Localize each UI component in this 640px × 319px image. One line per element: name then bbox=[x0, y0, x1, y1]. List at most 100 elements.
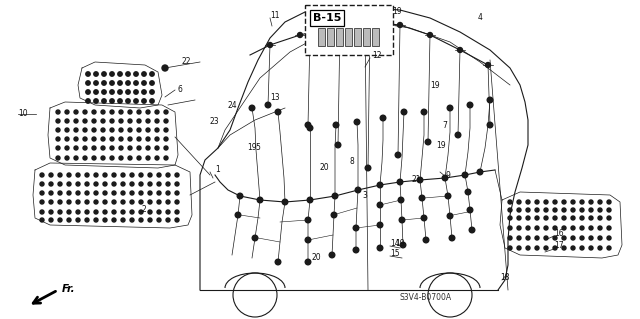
Circle shape bbox=[332, 193, 338, 199]
Circle shape bbox=[85, 210, 89, 214]
Circle shape bbox=[119, 110, 123, 114]
Circle shape bbox=[67, 218, 71, 222]
Text: 19: 19 bbox=[247, 144, 257, 152]
Circle shape bbox=[110, 99, 114, 103]
Circle shape bbox=[146, 137, 150, 141]
Circle shape bbox=[74, 156, 78, 160]
Circle shape bbox=[517, 246, 521, 250]
Circle shape bbox=[150, 72, 154, 76]
Text: S3V4-B0700A: S3V4-B0700A bbox=[400, 293, 452, 302]
Circle shape bbox=[65, 110, 69, 114]
Circle shape bbox=[419, 195, 425, 201]
Circle shape bbox=[85, 173, 89, 177]
Text: 21: 21 bbox=[412, 175, 422, 184]
Circle shape bbox=[467, 207, 473, 213]
Circle shape bbox=[92, 128, 96, 132]
Bar bbox=[354, 28, 361, 46]
Circle shape bbox=[589, 236, 593, 240]
Circle shape bbox=[49, 191, 53, 195]
Circle shape bbox=[175, 191, 179, 195]
Circle shape bbox=[305, 237, 311, 243]
Circle shape bbox=[155, 146, 159, 150]
Circle shape bbox=[86, 72, 90, 76]
Circle shape bbox=[119, 128, 123, 132]
Circle shape bbox=[164, 119, 168, 123]
Circle shape bbox=[112, 210, 116, 214]
Text: 22: 22 bbox=[182, 57, 191, 66]
Circle shape bbox=[598, 236, 602, 240]
Circle shape bbox=[130, 210, 134, 214]
Circle shape bbox=[67, 210, 71, 214]
Circle shape bbox=[94, 72, 98, 76]
Circle shape bbox=[139, 173, 143, 177]
Circle shape bbox=[137, 146, 141, 150]
Circle shape bbox=[535, 200, 539, 204]
Circle shape bbox=[94, 210, 98, 214]
Circle shape bbox=[400, 242, 406, 248]
Text: 16: 16 bbox=[554, 228, 564, 238]
Circle shape bbox=[526, 226, 530, 230]
Circle shape bbox=[83, 146, 87, 150]
Circle shape bbox=[65, 119, 69, 123]
Circle shape bbox=[118, 99, 122, 103]
Circle shape bbox=[102, 90, 106, 94]
Circle shape bbox=[535, 216, 539, 220]
Circle shape bbox=[580, 200, 584, 204]
Circle shape bbox=[535, 246, 539, 250]
Circle shape bbox=[166, 182, 170, 186]
Text: 19: 19 bbox=[392, 8, 402, 17]
Circle shape bbox=[155, 110, 159, 114]
Circle shape bbox=[580, 226, 584, 230]
Text: 19: 19 bbox=[436, 140, 445, 150]
Text: 3: 3 bbox=[362, 191, 367, 201]
Circle shape bbox=[377, 222, 383, 228]
Circle shape bbox=[83, 128, 87, 132]
Bar bbox=[336, 28, 343, 46]
Circle shape bbox=[455, 132, 461, 138]
Circle shape bbox=[598, 226, 602, 230]
Circle shape bbox=[118, 72, 122, 76]
Circle shape bbox=[237, 193, 243, 199]
Circle shape bbox=[40, 200, 44, 204]
Circle shape bbox=[428, 33, 433, 38]
Circle shape bbox=[166, 218, 170, 222]
Circle shape bbox=[589, 208, 593, 212]
Circle shape bbox=[94, 218, 98, 222]
Circle shape bbox=[458, 48, 463, 53]
Circle shape bbox=[142, 99, 146, 103]
Circle shape bbox=[102, 81, 106, 85]
Circle shape bbox=[101, 119, 105, 123]
Text: 6: 6 bbox=[177, 85, 182, 94]
Circle shape bbox=[517, 226, 521, 230]
Circle shape bbox=[580, 216, 584, 220]
Circle shape bbox=[121, 173, 125, 177]
Text: 5: 5 bbox=[255, 144, 260, 152]
Circle shape bbox=[101, 110, 105, 114]
Circle shape bbox=[92, 110, 96, 114]
Circle shape bbox=[571, 246, 575, 250]
Circle shape bbox=[305, 217, 311, 223]
Circle shape bbox=[421, 215, 427, 221]
Circle shape bbox=[465, 189, 471, 195]
Circle shape bbox=[157, 200, 161, 204]
Circle shape bbox=[445, 193, 451, 199]
Circle shape bbox=[40, 173, 44, 177]
Circle shape bbox=[139, 182, 143, 186]
Text: 19: 19 bbox=[395, 240, 404, 249]
Circle shape bbox=[544, 200, 548, 204]
Circle shape bbox=[103, 200, 107, 204]
Circle shape bbox=[298, 33, 303, 38]
Circle shape bbox=[128, 146, 132, 150]
Circle shape bbox=[166, 200, 170, 204]
Circle shape bbox=[146, 128, 150, 132]
Circle shape bbox=[110, 90, 114, 94]
Circle shape bbox=[329, 252, 335, 258]
Circle shape bbox=[94, 99, 98, 103]
Circle shape bbox=[76, 200, 80, 204]
Circle shape bbox=[307, 125, 313, 131]
Circle shape bbox=[508, 216, 512, 220]
Circle shape bbox=[92, 156, 96, 160]
Circle shape bbox=[162, 65, 168, 71]
Text: 20: 20 bbox=[320, 164, 330, 173]
Circle shape bbox=[157, 191, 161, 195]
